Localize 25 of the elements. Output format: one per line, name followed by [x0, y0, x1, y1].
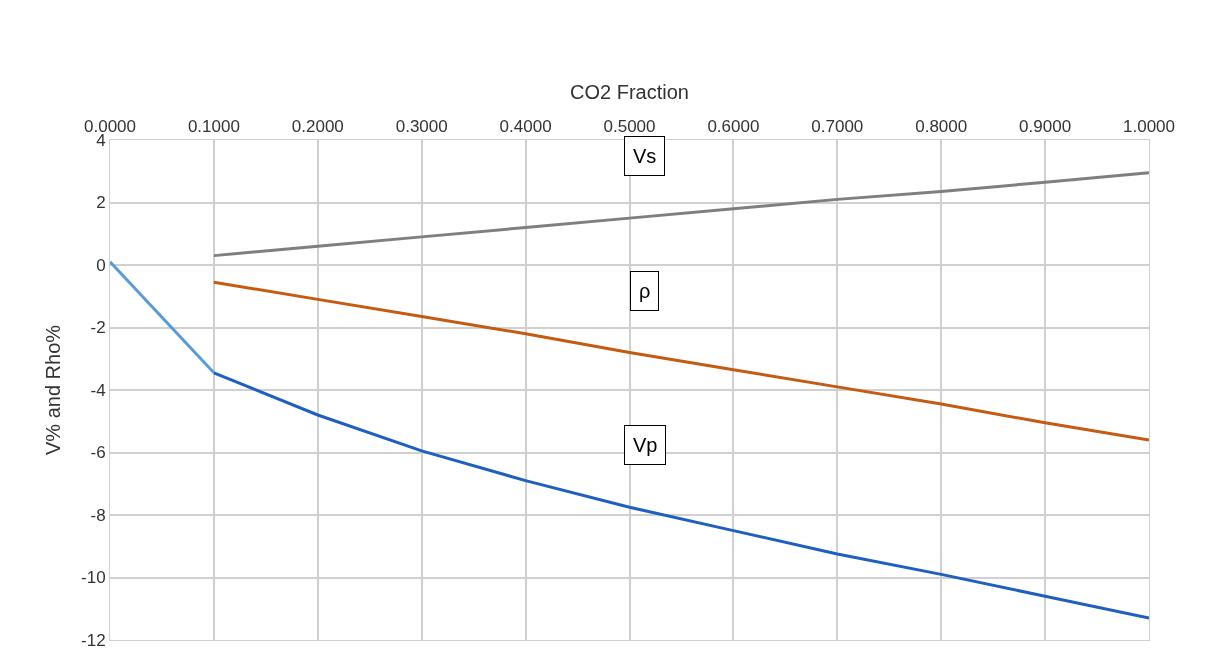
x-tick-label: 0.9000 — [1019, 117, 1072, 137]
line-series — [212, 171, 1149, 258]
y-axis-title: V% and Rho% — [41, 324, 64, 456]
y-tick-label: -6 — [90, 443, 106, 463]
y-tick-label: -10 — [81, 568, 106, 588]
y-tick-label: -8 — [90, 505, 106, 525]
x-tick-label: 0.7000 — [811, 117, 864, 137]
x-axis-title: CO2 Fraction — [570, 80, 689, 103]
x-tick-label: 1.0000 — [1123, 117, 1175, 137]
y-tick-label: -12 — [81, 630, 106, 650]
x-tick-label: 0.6000 — [707, 117, 760, 137]
x-tick-label: 0.3000 — [395, 117, 448, 137]
x-tick-label: 0.1000 — [187, 117, 240, 137]
x-tick-label: 0.5000 — [603, 117, 656, 137]
text: Vs — [633, 145, 657, 167]
y-tick-label: 0 — [96, 255, 106, 275]
y-tick-label: -4 — [90, 380, 106, 400]
x-tick-label: 0.4000 — [499, 117, 552, 137]
x-tick-label: 0.2000 — [291, 117, 344, 137]
y-tick-label: -2 — [90, 318, 106, 338]
line-series — [212, 371, 1149, 620]
text: ρ — [639, 280, 651, 302]
text: Vp — [633, 434, 658, 456]
x-tick-label: 0.8000 — [915, 117, 968, 137]
y-tick-label: 2 — [96, 193, 106, 213]
